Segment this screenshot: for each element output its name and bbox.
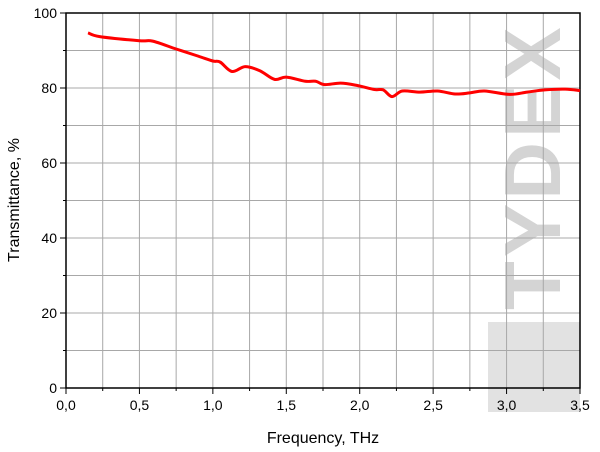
x-tick-label: 1,0 [203, 397, 223, 413]
tydex-watermark: TYDEX [488, 23, 580, 412]
x-tick-label: 1,5 [277, 397, 297, 413]
y-tick-label: 0 [49, 380, 57, 396]
x-tick-label: 2,0 [350, 397, 370, 413]
grid [66, 13, 580, 388]
y-tick-label: 40 [41, 230, 57, 246]
x-tick-label: 3,5 [570, 397, 590, 413]
x-tick-label: 2,5 [423, 397, 443, 413]
series-line [87, 31, 581, 99]
x-axis-label: Frequency, THz [267, 430, 379, 447]
y-tick-label: 80 [41, 80, 57, 96]
x-tick-label: 0,0 [56, 397, 76, 413]
x-tick-label: 0,5 [130, 397, 150, 413]
svg-text:TYDEX: TYDEX [488, 23, 577, 310]
y-tick-label: 100 [34, 5, 58, 21]
x-tick-label: 3,0 [497, 397, 517, 413]
y-tick-label: 60 [41, 155, 57, 171]
y-tick-label: 20 [41, 305, 57, 321]
y-axis-label: Transmittance, % [6, 138, 23, 262]
